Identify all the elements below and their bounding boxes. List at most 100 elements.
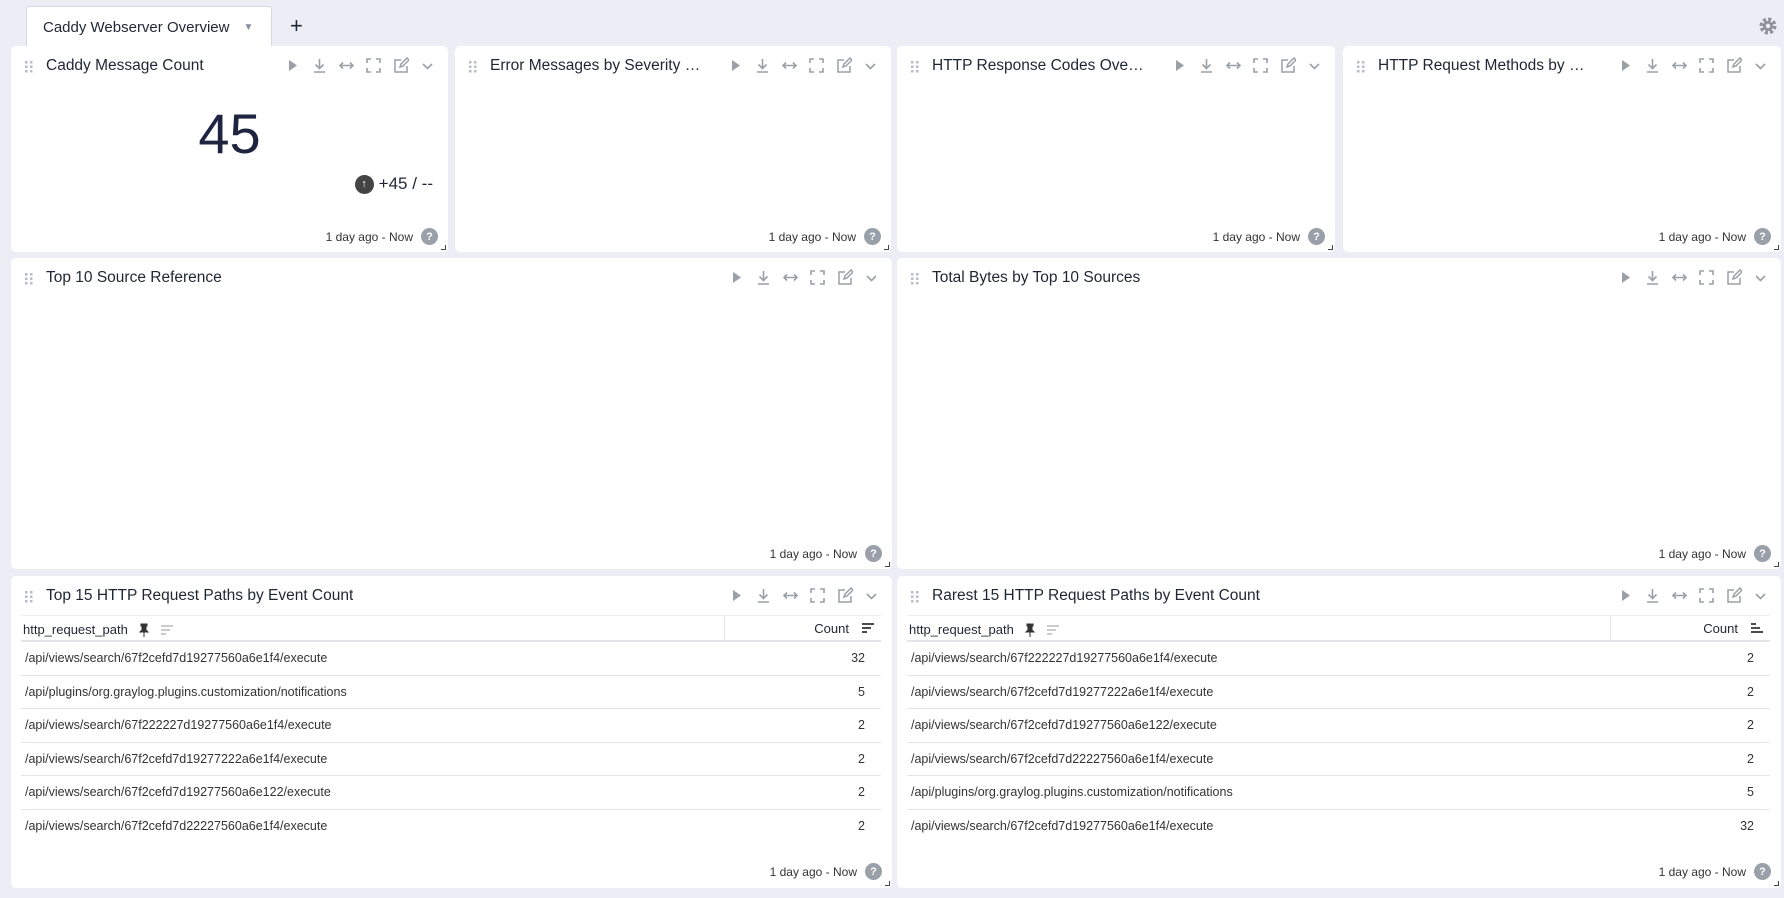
pin-icon[interactable] [1024,623,1036,637]
expand-horizontal-icon[interactable] [781,57,798,74]
column-header-path[interactable]: http_request_path [909,622,1014,637]
fullscreen-icon[interactable] [365,57,382,74]
play-icon[interactable] [728,587,745,604]
edit-icon[interactable] [392,56,411,74]
count-cell: 32 [851,651,865,665]
help-icon[interactable]: ? [1754,545,1771,562]
drag-handle-icon[interactable] [25,591,33,603]
expand-horizontal-icon[interactable] [1225,57,1242,74]
edit-icon[interactable] [1725,56,1744,74]
drag-handle-icon[interactable]: 2.7 kB5.4 kB8.1 kB10.8 kB66.68.32.3510.8… [911,273,919,285]
sort-icon[interactable] [160,623,174,637]
column-header-count[interactable]: Count [1703,620,1738,636]
expand-horizontal-icon[interactable] [1671,587,1688,604]
fullscreen-icon[interactable] [1698,587,1715,604]
edit-icon[interactable] [836,268,855,286]
expand-horizontal-icon[interactable] [1671,269,1688,286]
resize-handle[interactable] [1774,562,1779,567]
chevron-down-icon[interactable] [863,587,880,604]
download-icon[interactable] [311,57,328,74]
resize-handle[interactable] [884,245,889,250]
chevron-down-icon[interactable] [1752,269,1769,286]
help-icon[interactable]: ? [1754,863,1771,880]
download-icon[interactable] [1644,269,1661,286]
help-icon[interactable]: ? [1754,228,1771,245]
edit-icon[interactable] [1725,586,1744,604]
table-row: /api/views/search/67f2cefd7d19277560a6e1… [21,642,881,676]
path-cell: /api/views/search/67f2cefd7d19277560a6e1… [911,718,1217,733]
help-icon[interactable]: ? [1308,228,1325,245]
path-cell: /api/views/search/67f2cefd7d22227560a6e1… [25,818,328,833]
count-cell: 2 [1747,751,1754,766]
chevron-down-icon[interactable] [419,57,436,74]
sort-icon[interactable] [861,621,875,635]
edit-icon[interactable] [1279,56,1298,74]
help-icon[interactable]: ? [421,228,438,245]
expand-horizontal-icon[interactable] [1671,57,1688,74]
path-cell: /api/views/search/67f2cefd7d19277560a6e1… [911,818,1214,833]
resize-handle[interactable] [1774,245,1779,250]
help-icon[interactable]: ? [865,863,882,880]
fullscreen-icon[interactable] [1698,57,1715,74]
download-icon[interactable] [1644,587,1661,604]
resize-handle[interactable] [1328,245,1333,250]
expand-horizontal-icon[interactable] [338,57,355,74]
fullscreen-icon[interactable] [809,587,826,604]
play-icon[interactable] [1617,587,1634,604]
download-icon[interactable] [1198,57,1215,74]
drag-handle-icon[interactable]: 88.9%11.1%GETPOST [1357,61,1365,73]
download-icon[interactable] [755,269,772,286]
gear-icon[interactable] [1758,16,1778,36]
play-icon[interactable] [1617,57,1634,74]
help-icon[interactable]: ? [865,545,882,562]
table-header: http_request_path Count [21,615,881,642]
drag-handle-icon[interactable] [911,591,919,603]
drag-handle-icon[interactable]: 01020304000:0006:0012:0018:00Jun 6, 2025… [911,61,919,73]
play-icon[interactable] [1617,269,1634,286]
fullscreen-icon[interactable] [808,57,825,74]
resize-handle[interactable] [885,562,890,567]
dashboard-tab[interactable]: Caddy Webserver Overview ▼ [26,6,272,47]
count-cell: 2 [858,785,865,800]
fullscreen-icon[interactable] [809,269,826,286]
play-icon[interactable] [727,57,744,74]
pin-icon[interactable] [138,623,150,637]
fullscreen-icon[interactable] [1252,57,1269,74]
chevron-down-icon[interactable] [1306,57,1323,74]
edit-icon[interactable] [835,56,854,74]
sort-icon[interactable] [1750,621,1764,635]
download-icon[interactable] [754,57,771,74]
sort-icon[interactable] [1046,623,1060,637]
resize-handle[interactable] [885,881,890,886]
column-header-path[interactable]: http_request_path [23,622,128,637]
time-range: 1 day ago - Now [1658,229,1746,244]
chevron-down-icon[interactable] [1752,57,1769,74]
edit-icon[interactable] [1725,268,1744,286]
fullscreen-icon[interactable] [1698,269,1715,286]
download-icon[interactable] [755,587,772,604]
expand-horizontal-icon[interactable] [782,269,799,286]
help-icon[interactable]: ? [864,228,881,245]
add-tab-button[interactable]: + [290,13,303,38]
count-value: 45 [198,102,261,165]
download-icon[interactable] [1644,57,1661,74]
chevron-down-icon[interactable] [1752,587,1769,604]
chevron-down-icon[interactable] [863,269,880,286]
drag-handle-icon[interactable] [25,61,33,73]
drag-handle-icon[interactable]: 010203066.68.32.3526.68.32.3566.68.32.22… [25,273,33,285]
resize-handle[interactable] [1774,881,1779,886]
resize-handle[interactable] [441,245,446,250]
chevron-down-icon[interactable] [862,57,879,74]
play-icon[interactable] [284,57,301,74]
play-icon[interactable] [1171,57,1188,74]
caret-down-icon[interactable]: ▼ [243,21,254,33]
count-cell: 5 [1747,785,1754,800]
drag-handle-icon[interactable]: 01020304000:0006:0012:0018:00lowhighmedi… [469,61,477,73]
time-range: 1 day ago - Now [1212,229,1300,244]
expand-horizontal-icon[interactable] [782,587,799,604]
edit-icon[interactable] [836,586,855,604]
table-row: /api/views/search/67f2cefd7d19277222a6e1… [907,676,1770,710]
play-icon[interactable] [728,269,745,286]
column-header-count[interactable]: Count [814,620,849,636]
table-row: /api/views/search/67f2cefd7d19277560a6e1… [907,709,1770,743]
